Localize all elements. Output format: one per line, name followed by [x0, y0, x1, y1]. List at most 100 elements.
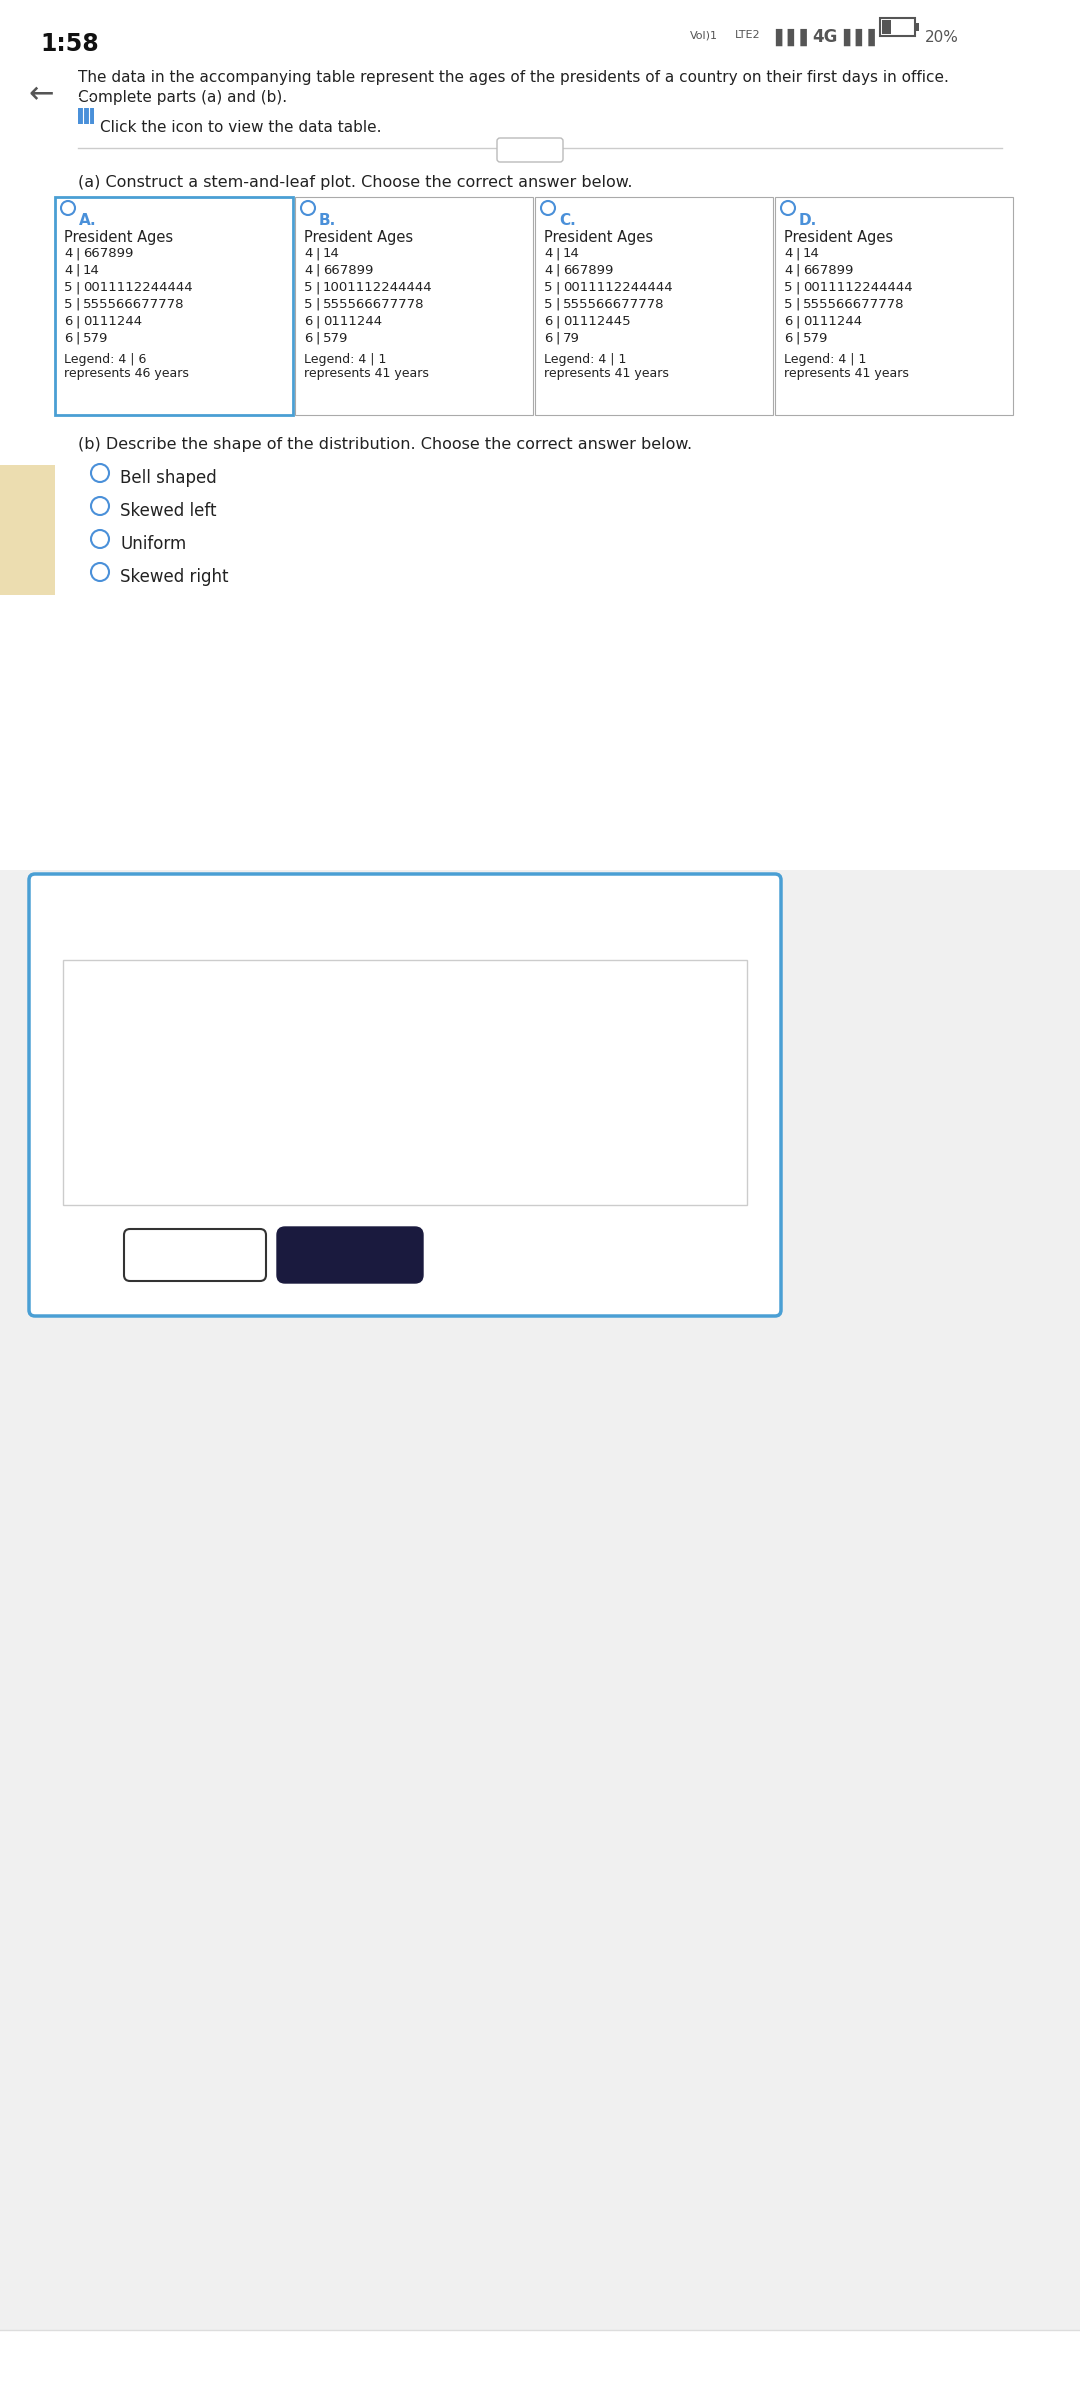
Bar [775, 197, 1013, 415]
Text: 6: 6 [303, 314, 312, 329]
Text: 5: 5 [303, 281, 312, 293]
Text: 54: 54 [336, 1006, 359, 1022]
Text: ▌▌▌: ▌▌▌ [843, 29, 881, 46]
Bar [0, 50, 1080, 869]
FancyBboxPatch shape [276, 1226, 423, 1284]
Text: 1:58: 1:58 [40, 31, 98, 55]
Text: 4: 4 [303, 264, 312, 276]
Text: President Ages: President Ages [303, 230, 414, 245]
Circle shape [91, 497, 109, 516]
Text: ○: ○ [524, 2354, 556, 2388]
Text: 5: 5 [544, 298, 553, 312]
Bar [0, 0, 1080, 50]
Text: 579: 579 [83, 331, 108, 346]
Circle shape [91, 463, 109, 482]
Text: |: | [795, 281, 799, 293]
Bar [535, 197, 773, 415]
Text: 57: 57 [399, 1116, 421, 1133]
Text: 0111244: 0111244 [323, 314, 382, 329]
Text: 555566677778: 555566677778 [83, 298, 185, 312]
Text: 52: 52 [274, 1006, 297, 1022]
Text: 55: 55 [336, 1116, 359, 1133]
Text: |: | [795, 298, 799, 312]
Text: 667899: 667899 [83, 247, 133, 259]
Bar [915, 24, 919, 31]
Text: |: | [75, 298, 79, 312]
Text: 14: 14 [323, 247, 340, 259]
Text: 55: 55 [336, 1080, 359, 1097]
Text: |: | [555, 331, 559, 346]
Text: 5: 5 [784, 281, 793, 293]
Text: 14: 14 [563, 247, 580, 259]
Text: |: | [795, 264, 799, 276]
Text: |: | [75, 281, 79, 293]
Text: 49: 49 [150, 1080, 173, 1097]
Text: 14: 14 [83, 264, 99, 276]
Text: |: | [315, 331, 320, 346]
Text: 5: 5 [303, 298, 312, 312]
Text: D.: D. [799, 214, 818, 228]
Text: 5: 5 [64, 298, 72, 312]
Text: |: | [555, 314, 559, 329]
Text: 6: 6 [303, 331, 312, 346]
Text: 48: 48 [150, 1006, 173, 1022]
Text: 4: 4 [544, 247, 552, 259]
Text: 51: 51 [212, 1116, 234, 1133]
Text: 57: 57 [399, 1152, 421, 1171]
Text: |: | [315, 247, 320, 259]
Text: 4: 4 [784, 247, 793, 259]
Text: 1001112244444: 1001112244444 [323, 281, 433, 293]
Text: 555566677778: 555566677778 [804, 298, 905, 312]
Text: (a) Construct a stem-and-leaf plot. Choose the correct answer below.: (a) Construct a stem-and-leaf plot. Choo… [78, 175, 633, 190]
Text: 57: 57 [460, 1042, 483, 1061]
Text: 6: 6 [784, 331, 793, 346]
Text: Complete parts (a) and (b).: Complete parts (a) and (b). [78, 89, 287, 106]
Bar [55, 197, 293, 415]
Text: 54: 54 [274, 1152, 297, 1171]
FancyBboxPatch shape [29, 874, 781, 1315]
Text: |: | [795, 331, 799, 346]
Text: Click the icon to view the data table.: Click the icon to view the data table. [100, 120, 381, 134]
Text: 55: 55 [336, 1042, 359, 1061]
Text: |: | [315, 281, 320, 293]
Text: 54: 54 [274, 1080, 297, 1097]
Text: 46: 46 [87, 1080, 111, 1097]
Text: |: | [315, 298, 320, 312]
Text: LTE2: LTE2 [735, 29, 760, 41]
Bar [0, 466, 55, 595]
Text: 64: 64 [522, 1116, 545, 1133]
Text: Vol)1: Vol)1 [690, 29, 718, 41]
Text: 54: 54 [274, 1042, 297, 1061]
Text: |: | [75, 247, 79, 259]
Text: |: | [555, 264, 559, 276]
Text: B.: B. [319, 214, 336, 228]
Text: ▌▌▌: ▌▌▌ [775, 29, 813, 46]
Text: 4G: 4G [812, 29, 837, 46]
Text: 0011112244444: 0011112244444 [83, 281, 192, 293]
Text: 555566677778: 555566677778 [563, 298, 664, 312]
Text: 61: 61 [460, 1152, 483, 1171]
Text: A.: A. [79, 214, 96, 228]
Text: Done: Done [324, 1260, 376, 1279]
Text: 44: 44 [87, 1042, 111, 1061]
Text: 667899: 667899 [323, 264, 374, 276]
Text: 69: 69 [584, 1080, 607, 1097]
Circle shape [91, 530, 109, 547]
Text: C.: C. [559, 214, 576, 228]
Text: 4: 4 [544, 264, 552, 276]
Text: 52: 52 [212, 1152, 235, 1171]
Text: represents 41 years: represents 41 years [303, 367, 429, 379]
Text: Uniform: Uniform [120, 535, 186, 552]
Text: 57: 57 [460, 1006, 483, 1022]
Text: 56: 56 [399, 1006, 421, 1022]
Text: 4: 4 [303, 247, 312, 259]
Text: 667899: 667899 [563, 264, 613, 276]
Text: |: | [75, 264, 79, 276]
Text: 0011112244444: 0011112244444 [563, 281, 673, 293]
Text: Skewed left: Skewed left [120, 502, 216, 521]
Text: The data in the accompanying table represent the ages of the presidents of a cou: The data in the accompanying table repre… [78, 70, 949, 84]
Text: 51: 51 [212, 1006, 234, 1022]
Text: 667899: 667899 [804, 264, 853, 276]
Text: 50: 50 [150, 1152, 173, 1171]
Text: 01112445: 01112445 [563, 314, 631, 329]
